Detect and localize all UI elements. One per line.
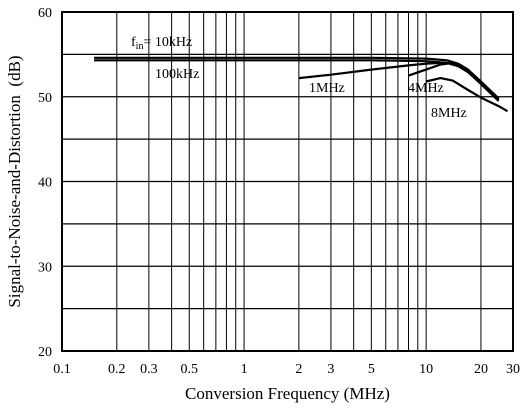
x-axis-title: Conversion Frequency (MHz) xyxy=(185,384,390,403)
y-tick-label: 60 xyxy=(38,6,52,21)
y-tick-label: 50 xyxy=(38,91,52,106)
x-tick-label: 30 xyxy=(506,362,520,377)
y-axis-title: Signal-to-Noise-and-Distortion (dB) xyxy=(5,55,24,307)
y-tick-label: 30 xyxy=(38,260,52,275)
x-tick-label: 5 xyxy=(368,362,375,377)
series-label: 100kHz xyxy=(155,67,199,82)
x-tick-label: 10 xyxy=(419,362,433,377)
series-label: 4MHz xyxy=(408,81,444,96)
x-tick-label: 1 xyxy=(241,362,248,377)
series-label: 8MHz xyxy=(431,106,467,121)
plot-frame xyxy=(61,11,514,352)
x-tick-label: 0.5 xyxy=(181,362,199,377)
series-lines xyxy=(94,56,509,113)
series-labels: fin= 10kHz 100kHz 1MHz 4MHz 8MHz xyxy=(131,35,467,121)
series-label: 1MHz xyxy=(309,81,345,96)
series-line-4mhz xyxy=(408,61,500,101)
x-axis-ticks: 0.1 0.2 0.3 0.5 1 2 3 5 10 20 30 xyxy=(53,362,520,377)
series-line-8mhz xyxy=(425,76,509,113)
y-tick-label: 20 xyxy=(38,345,52,360)
x-tick-label: 2 xyxy=(295,362,302,377)
x-tick-label: 0.2 xyxy=(108,362,126,377)
series-label: fin= 10kHz xyxy=(131,35,192,52)
x-tick-label: 20 xyxy=(474,362,488,377)
y-tick-label: 40 xyxy=(38,176,52,191)
x-tick-label: 0.1 xyxy=(53,362,71,377)
x-tick-label: 0.3 xyxy=(140,362,158,377)
grid-lines xyxy=(62,12,513,351)
x-tick-label: 3 xyxy=(327,362,334,377)
y-axis-ticks: 20 30 40 50 60 xyxy=(38,6,52,360)
